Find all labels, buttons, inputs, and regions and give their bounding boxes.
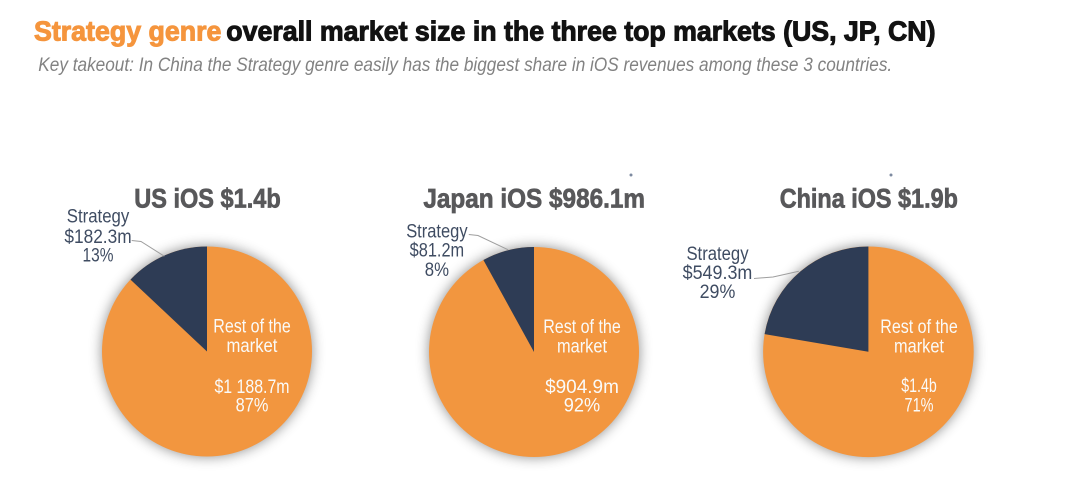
svg-text:China iOS $1.9b: China iOS $1.9b [780, 184, 958, 214]
svg-text:Strategy: Strategy [686, 244, 749, 265]
svg-text:market: market [557, 336, 608, 357]
svg-text:Rest of the: Rest of the [880, 317, 958, 338]
svg-text:$1 188.7m: $1 188.7m [214, 377, 289, 398]
svg-text:Rest of the: Rest of the [213, 317, 291, 338]
svg-text:market: market [894, 337, 945, 358]
svg-text:market: market [227, 336, 279, 357]
svg-text:Strategy: Strategy [67, 207, 130, 228]
svg-text:71%: 71% [905, 395, 934, 416]
svg-text:Strategy: Strategy [406, 222, 468, 243]
svg-text:$1.4b: $1.4b [901, 376, 937, 397]
svg-text:overall market size in the thr: overall market size in the three top mar… [226, 16, 935, 47]
svg-text:$182.3m: $182.3m [64, 227, 131, 248]
svg-text:Japan iOS $986.1m: Japan iOS $986.1m [423, 183, 645, 213]
svg-text:$81.2m: $81.2m [410, 241, 465, 262]
svg-text:29%: 29% [700, 282, 736, 303]
svg-text:$549.3m: $549.3m [683, 263, 753, 284]
svg-text:Strategy genre: Strategy genre [34, 16, 221, 47]
svg-text:87%: 87% [236, 395, 269, 416]
svg-text:US iOS $1.4b: US iOS $1.4b [134, 184, 281, 214]
svg-text:Rest of the: Rest of the [543, 317, 621, 338]
svg-text:8%: 8% [425, 260, 449, 281]
svg-text:Key takeout: In China the Stra: Key takeout: In China the Strategy genre… [38, 55, 892, 76]
svg-text:$904.9m: $904.9m [545, 377, 619, 398]
svg-text:13%: 13% [83, 246, 114, 267]
svg-text:92%: 92% [564, 395, 600, 416]
